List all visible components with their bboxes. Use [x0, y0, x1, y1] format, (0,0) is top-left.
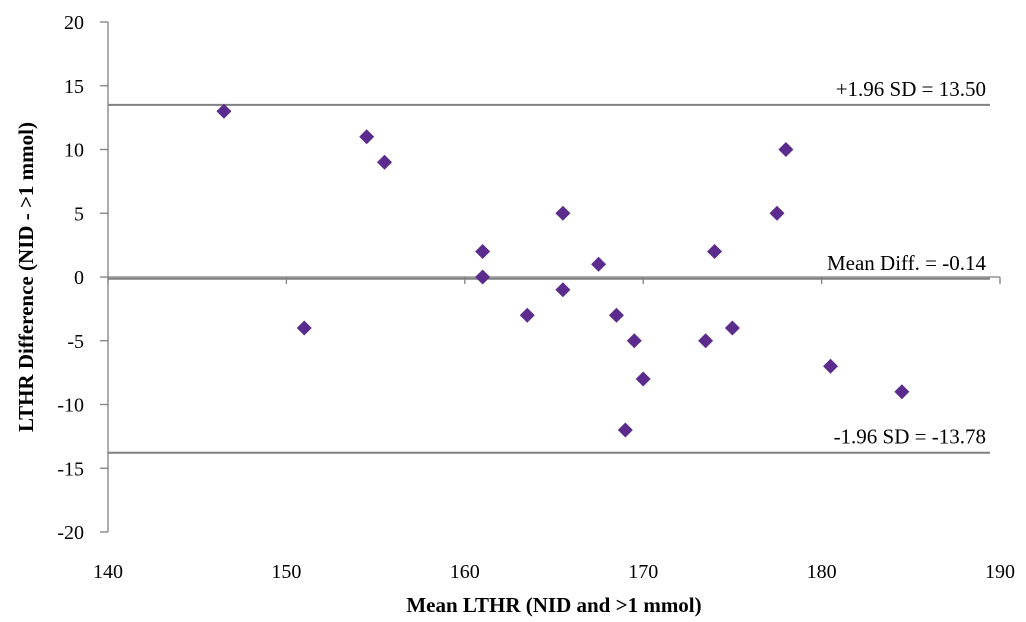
y-tick-label: -5	[67, 331, 84, 353]
y-tick-label: 20	[64, 12, 84, 34]
reference-lines	[108, 103, 990, 454]
y-tick-label: -10	[57, 395, 84, 417]
x-tick-label: 190	[985, 561, 1015, 583]
y-tick-label: 15	[64, 76, 84, 98]
data-point	[359, 129, 375, 145]
data-point	[555, 282, 571, 298]
y-tick-label: -15	[57, 458, 84, 480]
mean-diff-label: Mean Diff. = -0.14	[827, 251, 987, 275]
data-point	[769, 205, 785, 221]
data-point	[555, 205, 571, 221]
labels: +1.96 SD = 13.50 Mean Diff. = -0.14 -1.96 …	[14, 12, 1015, 617]
axes	[100, 21, 1001, 533]
x-tick-label: 150	[271, 561, 301, 583]
x-tick-label: 140	[93, 561, 123, 583]
data-point	[608, 307, 624, 323]
x-tick-label: 170	[628, 561, 658, 583]
y-tick-label: 0	[74, 267, 84, 289]
y-axis-title: LTHR Difference (NID - >1 mmol)	[14, 122, 38, 432]
data-point	[626, 333, 642, 349]
lower-loa-label: -1.96 SD = -13.78	[834, 425, 986, 449]
data-point	[296, 320, 312, 336]
x-tick-label: 180	[807, 561, 837, 583]
data-point	[635, 371, 651, 387]
data-point	[894, 384, 910, 400]
data-point	[475, 269, 491, 285]
data-point	[707, 244, 723, 259]
y-tick-label: 10	[64, 140, 84, 162]
data-point	[519, 307, 535, 323]
y-tick-label: -20	[57, 522, 84, 544]
data-point	[617, 422, 633, 438]
data-point	[698, 333, 714, 349]
data-point	[724, 320, 740, 336]
upper-loa-label: +1.96 SD = 13.50	[836, 77, 986, 101]
x-tick-label: 160	[450, 561, 480, 583]
data-point	[591, 256, 607, 272]
data-point	[475, 244, 491, 259]
data-point	[823, 358, 839, 374]
x-axis-title: Mean LTHR (NID and >1 mmol)	[406, 593, 701, 617]
y-tick-label: 5	[74, 203, 84, 225]
data-points	[216, 103, 910, 438]
data-point	[377, 154, 393, 170]
data-point	[778, 142, 794, 157]
data-point	[216, 103, 232, 119]
